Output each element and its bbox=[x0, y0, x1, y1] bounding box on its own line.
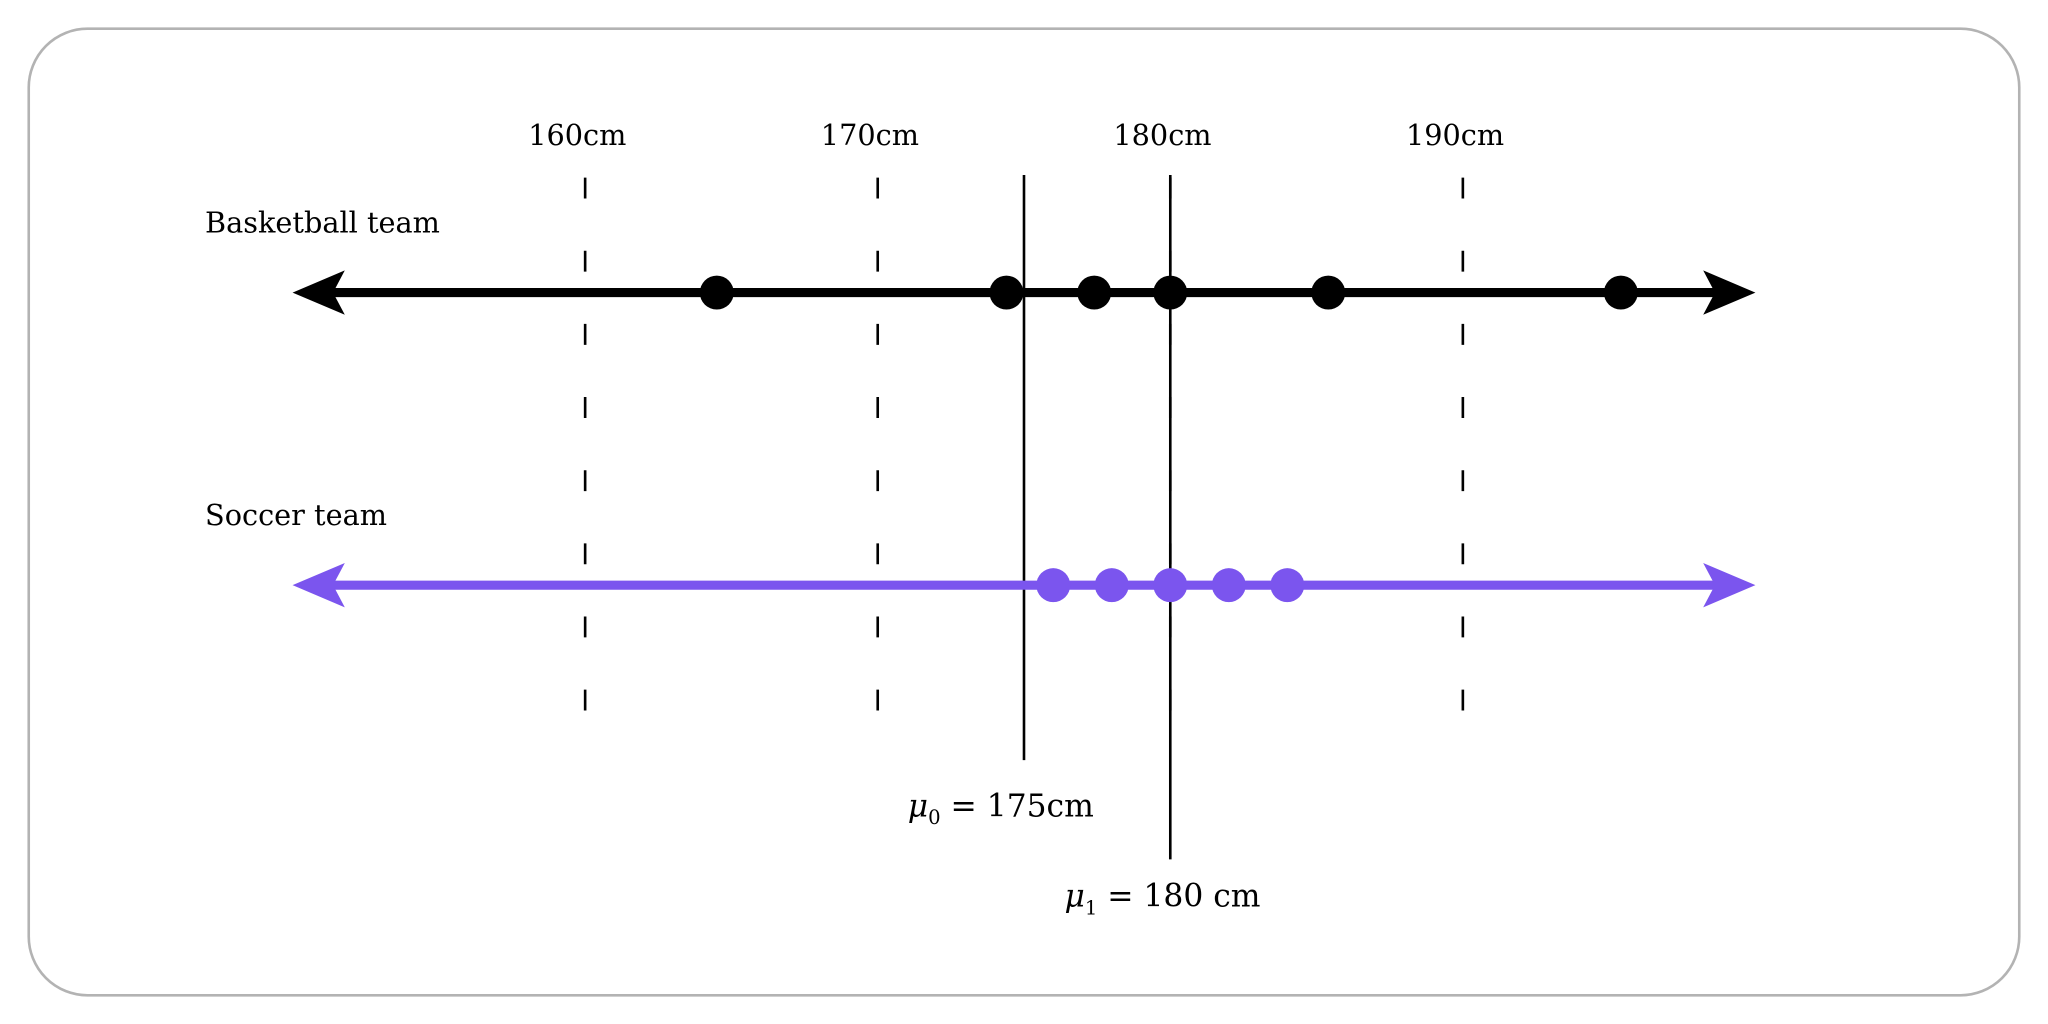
tick-label: 160cm bbox=[528, 118, 626, 152]
data-point bbox=[1311, 275, 1346, 310]
row-label-soccer: Soccer team bbox=[205, 498, 387, 532]
number-line-basketball bbox=[292, 270, 1756, 315]
tick-label: 170cm bbox=[821, 118, 919, 152]
data-point bbox=[1094, 568, 1129, 603]
data-point bbox=[989, 275, 1024, 310]
arrow-right-icon bbox=[1703, 270, 1756, 315]
data-point bbox=[1153, 568, 1188, 603]
number-line-soccer bbox=[292, 562, 1756, 608]
mu0-label: μ0 = 175cm bbox=[908, 788, 1094, 829]
tick-label: 180cm bbox=[1113, 118, 1211, 152]
arrow-right-icon bbox=[1703, 562, 1756, 608]
data-point bbox=[699, 275, 734, 310]
arrow-left-icon bbox=[292, 562, 345, 608]
data-point bbox=[1077, 275, 1112, 310]
mu1-label: μ1 = 180 cm bbox=[1064, 878, 1260, 919]
tick-label: 190cm bbox=[1406, 118, 1504, 152]
data-point bbox=[1036, 568, 1071, 603]
data-point bbox=[1211, 568, 1246, 603]
data-point bbox=[1270, 568, 1305, 603]
data-point bbox=[1603, 275, 1638, 310]
row-label-basketball: Basketball team bbox=[205, 205, 440, 239]
arrow-left-icon bbox=[292, 270, 345, 315]
tick-labels: 160cm 170cm 180cm 190cm bbox=[528, 118, 1504, 152]
number-lines bbox=[292, 270, 1756, 608]
data-point bbox=[1153, 275, 1188, 310]
